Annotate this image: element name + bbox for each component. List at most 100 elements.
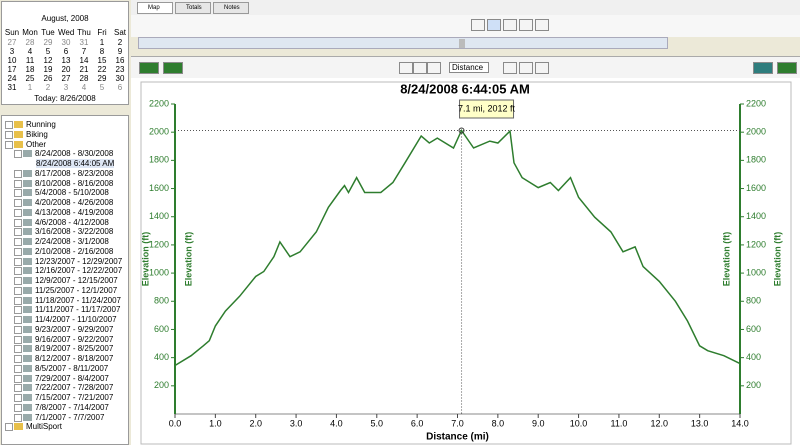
tree-item[interactable]: 11/25/2007 - 12/1/2007 [35,285,118,295]
calendar-day[interactable]: 17 [7,65,17,74]
calendar-day[interactable]: 10 [7,56,17,65]
tree-item[interactable]: 3/16/2008 - 3/22/2008 [35,227,114,237]
calendar-day[interactable]: 13 [61,56,71,65]
color-button[interactable] [163,62,183,74]
calendar-day[interactable]: 6 [63,47,69,56]
calendar-day[interactable]: 28 [25,38,35,47]
calendar-day[interactable]: 25 [25,74,35,83]
calendar-day[interactable]: 1 [27,83,33,92]
tree-item[interactable]: Other [26,139,47,149]
calendar-day[interactable]: 14 [79,56,89,65]
color-button[interactable] [753,62,773,74]
calendar-day[interactable]: 8 [99,47,105,56]
tree-item[interactable]: 7/15/2007 - 7/21/2007 [35,393,114,402]
calendar-day[interactable]: 2 [117,38,123,47]
calendar-day[interactable]: 1 [99,38,105,47]
calendar-day[interactable]: 28 [79,74,89,83]
tree-item[interactable]: 4/13/2008 - 4/19/2008 [35,207,114,217]
tree-item[interactable]: 12/16/2007 - 12/22/2007 [35,266,123,276]
calendar-day[interactable]: 16 [115,56,125,65]
calendar-day[interactable]: 27 [7,38,17,47]
tree-item[interactable]: 11/11/2007 - 11/17/2007 [35,305,121,315]
tree-item[interactable]: 2/24/2008 - 3/1/2008 [35,237,109,246]
tree-expander [5,423,13,432]
calendar-day[interactable]: 19 [43,65,53,74]
calendar-day[interactable]: 5 [45,47,51,56]
x-axis-select[interactable]: Distance [449,62,489,73]
tree-item[interactable]: 8/24/2008 - 8/30/2008 [35,149,114,159]
map-slider[interactable] [459,39,465,48]
tree-item[interactable]: 12/9/2007 - 12/15/2007 [35,276,118,285]
calendar-day[interactable]: 22 [97,65,107,74]
tree-item[interactable]: 7/8/2007 - 7/14/2007 [35,402,109,412]
map-tool-button[interactable] [519,19,533,31]
calendar-day[interactable]: 18 [25,65,35,74]
tree-item[interactable]: 8/12/2007 - 8/18/2007 [35,354,114,363]
calendar-day[interactable]: 23 [115,65,125,74]
tree-item[interactable]: 7/1/2007 - 7/7/2007 [35,412,105,422]
zoom-button[interactable] [535,62,549,74]
calendar-day[interactable]: 4 [81,83,87,92]
calendar-day[interactable]: 15 [97,56,107,65]
tab[interactable]: Totals [175,2,211,14]
calendar-day[interactable]: 6 [117,83,123,92]
tree-item[interactable]: 7/29/2007 - 8/4/2007 [35,373,109,383]
calendar-day[interactable]: 24 [7,74,17,83]
tree-item[interactable]: 9/23/2007 - 9/29/2007 [35,324,114,334]
tree-item[interactable]: MultiSport [26,422,63,432]
calendar-day[interactable]: 27 [61,74,71,83]
y-axis-label: Elevation (ft) [183,232,193,287]
calendar-day[interactable]: 30 [115,74,125,83]
calendar-day[interactable]: 9 [117,47,123,56]
calendar-day[interactable]: 3 [9,47,15,56]
x-tick-label: 12.0 [651,418,669,428]
calendar-day[interactable]: 3 [63,83,69,92]
activity-item[interactable]: 8/24/2008 6:44:05 AM [36,159,115,168]
tree-item[interactable]: 8/17/2008 - 8/23/2008 [35,168,114,178]
calendar-day[interactable]: 4 [27,47,33,56]
tree-item[interactable]: 11/18/2007 - 11/24/2007 [35,295,121,305]
zoom-button[interactable] [519,62,533,74]
chart-tool-button[interactable] [427,62,441,74]
chart-tool-button[interactable] [413,62,427,74]
tree-item[interactable]: 4/6/2008 - 4/12/2008 [35,217,109,227]
tree-item[interactable]: 4/20/2008 - 4/26/2008 [35,198,114,207]
chart-tool-button[interactable] [399,62,413,74]
calendar-day[interactable]: 2 [45,83,51,92]
calendar-day[interactable]: 29 [97,74,107,83]
calendar-day[interactable]: 31 [7,83,17,92]
tree-item[interactable]: 2/10/2008 - 2/16/2008 [35,246,114,256]
tab[interactable]: Map [137,2,173,14]
tree-item[interactable]: 11/4/2007 - 11/10/2007 [35,315,117,324]
color-button[interactable] [139,62,159,74]
zoom-button[interactable] [503,62,517,74]
calendar-day[interactable]: 11 [25,56,35,65]
calendar-day[interactable]: 30 [61,38,71,47]
calendar-day[interactable]: 29 [43,38,53,47]
map-tool-button[interactable] [471,19,485,31]
tree-item[interactable]: 8/5/2007 - 8/11/2007 [35,363,109,373]
tree-item[interactable]: 8/10/2008 - 8/16/2008 [35,178,114,188]
calendar-day[interactable]: 21 [79,65,89,74]
map-tool-button[interactable] [487,19,501,31]
tree-item[interactable]: 12/23/2007 - 12/29/2007 [35,256,123,266]
map-tool-button[interactable] [503,19,517,31]
tree-item[interactable]: Biking [26,129,48,139]
tree-item[interactable]: 9/16/2007 - 9/22/2007 [35,334,114,344]
y-tick-label: 1000 [149,267,169,277]
tree-expander [14,169,22,178]
tree-item[interactable]: 7/22/2007 - 7/28/2007 [35,383,114,393]
calendar-day[interactable]: 5 [99,83,105,92]
tree-item[interactable]: 8/19/2007 - 8/25/2007 [35,344,114,354]
tree-item[interactable]: 5/4/2008 - 5/10/2008 [35,188,109,198]
calendar-day[interactable]: 20 [61,65,71,74]
tree-item[interactable]: Running [26,120,56,129]
calendar-day[interactable]: 12 [43,56,53,65]
calendar-day[interactable]: 31 [79,38,89,47]
calendar-day[interactable]: 7 [81,47,87,56]
calendar-day[interactable]: 26 [43,74,53,83]
map-tool-button[interactable] [535,19,549,31]
tab[interactable]: Notes [213,2,249,14]
color-button[interactable] [777,62,797,74]
